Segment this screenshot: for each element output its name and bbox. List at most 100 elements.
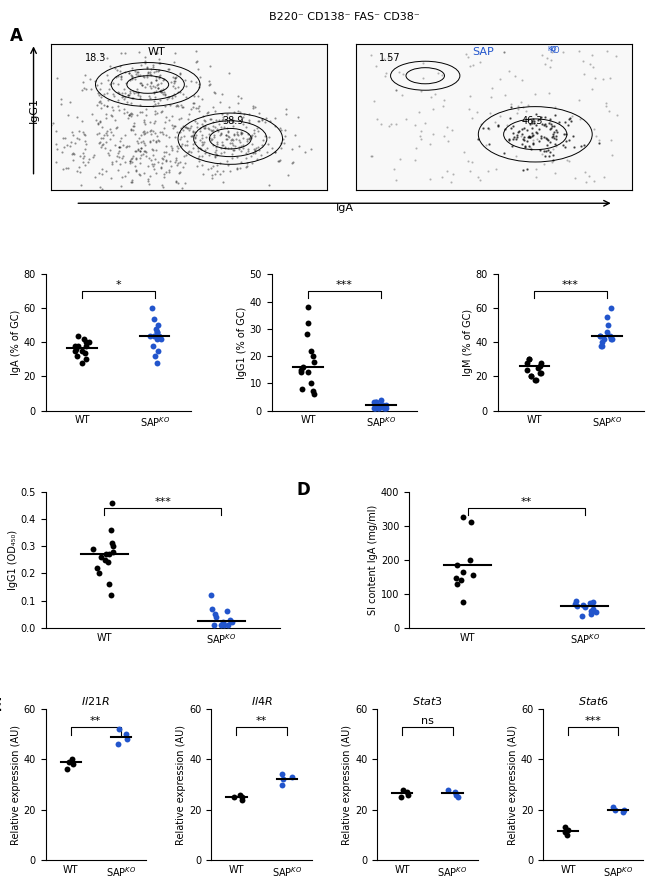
Point (595, 329, 605, 343)
Point (535, 366, 545, 380)
Point (377, 398, 387, 412)
Point (374, 401, 384, 415)
Point (369, 401, 379, 415)
Point (522, 356, 532, 370)
Title: $\it{Il4R}$: $\it{Il4R}$ (250, 694, 272, 707)
Point (619, 803, 629, 817)
Point (303, 300, 313, 314)
Y-axis label: Relative expression (AU): Relative expression (AU) (508, 725, 518, 845)
Point (591, 606, 601, 620)
Point (306, 376, 317, 391)
Point (398, 782, 408, 797)
Point (525, 369, 536, 383)
Point (380, 398, 391, 412)
Point (466, 515, 476, 530)
Y-axis label: IgM (% of GC): IgM (% of GC) (463, 309, 473, 376)
Point (586, 604, 596, 618)
Point (456, 573, 466, 587)
Point (402, 785, 412, 799)
Point (153, 344, 163, 358)
Point (144, 329, 155, 343)
Point (607, 332, 618, 346)
Point (451, 572, 462, 586)
Point (227, 616, 237, 630)
Point (81, 339, 91, 353)
Point (458, 564, 468, 579)
Point (371, 395, 382, 409)
Point (151, 332, 162, 346)
Point (218, 616, 228, 630)
Y-axis label: Relative expression (AU): Relative expression (AU) (176, 725, 187, 845)
Point (618, 806, 628, 820)
Point (114, 722, 124, 737)
Y-axis label: Relative expression (AU): Relative expression (AU) (10, 725, 21, 845)
Point (122, 727, 132, 741)
Point (606, 332, 616, 346)
Point (602, 310, 612, 324)
Point (156, 332, 166, 346)
Point (309, 354, 319, 368)
Point (88, 542, 98, 556)
Point (586, 607, 596, 621)
Point (303, 366, 313, 380)
Point (276, 778, 287, 792)
Point (588, 595, 599, 609)
Point (149, 312, 159, 326)
Point (597, 335, 607, 349)
Point (287, 770, 297, 784)
Point (72, 349, 83, 363)
Point (578, 598, 588, 612)
Text: ***: *** (154, 496, 171, 507)
Text: **: ** (521, 496, 532, 507)
Point (373, 398, 384, 412)
Point (458, 510, 468, 524)
Point (104, 577, 114, 591)
Text: IgG1: IgG1 (29, 97, 38, 123)
Point (105, 522, 116, 537)
Point (560, 820, 571, 834)
Title: $\it{Stat3}$: $\it{Stat3}$ (412, 694, 443, 707)
Point (588, 602, 599, 616)
Point (211, 609, 221, 624)
Point (532, 361, 543, 375)
Point (467, 568, 478, 582)
Text: *: * (116, 280, 122, 289)
Point (152, 356, 162, 370)
Point (68, 757, 78, 771)
Point (602, 325, 612, 340)
Point (606, 301, 616, 315)
Point (378, 398, 388, 412)
Point (524, 352, 534, 366)
Point (210, 607, 220, 621)
Point (308, 349, 318, 363)
Text: ns: ns (421, 716, 434, 726)
Y-axis label: Relative expression (AU): Relative expression (AU) (343, 725, 352, 845)
Point (296, 366, 306, 380)
Point (216, 618, 226, 633)
Point (458, 595, 468, 609)
Point (595, 329, 605, 343)
Point (207, 601, 218, 616)
Point (526, 369, 536, 383)
Point (103, 547, 114, 562)
Point (610, 803, 620, 817)
Point (536, 356, 546, 370)
Text: ***: *** (585, 716, 602, 726)
Point (229, 790, 239, 805)
Point (374, 398, 385, 412)
Y-axis label: IgA (% of GC): IgA (% of GC) (10, 310, 21, 375)
Point (379, 401, 389, 415)
Point (530, 373, 541, 387)
Point (599, 332, 610, 346)
Point (105, 588, 116, 602)
Point (64, 754, 74, 769)
Point (103, 556, 113, 570)
Point (597, 339, 607, 353)
Text: A: A (10, 27, 23, 45)
Point (585, 596, 595, 610)
Point (222, 604, 233, 618)
Text: IgA: IgA (335, 203, 354, 213)
Point (569, 597, 580, 611)
Text: ***: *** (336, 280, 353, 289)
Point (562, 823, 573, 837)
